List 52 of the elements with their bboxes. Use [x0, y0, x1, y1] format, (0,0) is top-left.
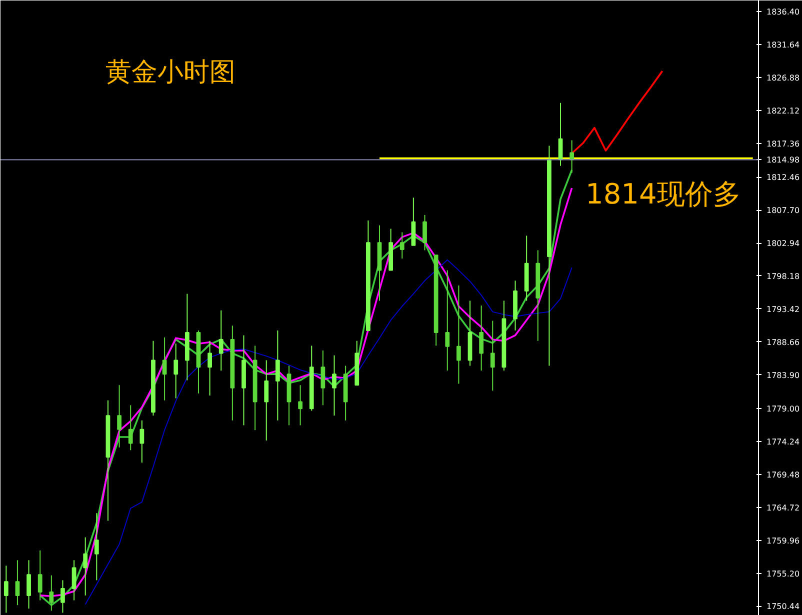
candlestick — [140, 420, 144, 464]
y-tick-label: 1750.44 — [766, 602, 800, 612]
candlestick — [49, 574, 54, 612]
candlestick — [38, 550, 42, 601]
y-tick-label: 1831.64 — [766, 40, 800, 50]
y-tick-label: 1822.12 — [766, 106, 800, 116]
candlestick — [94, 512, 99, 581]
y-tick-label: 1788.66 — [766, 338, 800, 347]
y-tick-label: 1817.36 — [766, 139, 800, 148]
candlestick — [422, 214, 427, 251]
candlestick — [456, 285, 461, 384]
y-tick-label: 1793.42 — [766, 304, 800, 314]
y-tick-label: 1769.48 — [766, 470, 800, 480]
y-tick-label: 1836.40 — [766, 8, 800, 17]
candlestick — [174, 343, 178, 399]
candlestick — [570, 140, 574, 174]
candlestick — [117, 384, 122, 448]
y-tick-label: 1807.70 — [766, 206, 800, 216]
y-tick-label: 1798.18 — [766, 272, 800, 281]
candlestick — [26, 560, 31, 610]
candlestick — [60, 580, 65, 614]
y-tick-label: 1826.88 — [766, 73, 800, 82]
candlestick — [298, 384, 303, 426]
candlestick — [4, 565, 8, 614]
y-tick-label: 1774.24 — [766, 438, 800, 447]
candlestick — [411, 197, 416, 246]
ref-line-label: 1814.98 — [766, 156, 800, 165]
line-series — [84, 259, 572, 605]
y-tick-label: 1812.46 — [766, 173, 800, 182]
candlestick — [15, 560, 20, 606]
candlestick — [208, 340, 212, 396]
y-tick-label: 1779.00 — [766, 404, 800, 414]
candlestick — [264, 360, 269, 441]
candlestick — [320, 350, 326, 406]
y-tick-label: 1802.94 — [766, 239, 800, 248]
candlestick — [400, 232, 404, 260]
candlestick — [162, 336, 167, 401]
y-tick-label: 1755.20 — [766, 569, 800, 578]
candlestick — [275, 330, 280, 421]
candlestick — [490, 320, 495, 392]
candlestick — [445, 270, 450, 372]
candlestick — [128, 404, 133, 451]
y-tick-label: 1783.90 — [766, 370, 800, 380]
candlestick — [83, 536, 88, 596]
candlestick — [479, 305, 484, 372]
candlestick — [72, 560, 76, 601]
candlestick — [332, 354, 336, 416]
candlestick — [218, 310, 224, 372]
text: 黄金小时图 — [106, 58, 236, 88]
y-tick-label: 1759.96 — [766, 536, 800, 546]
annotation: 1814现价多 — [586, 178, 741, 210]
y-tick-label: 1764.72 — [766, 503, 800, 512]
